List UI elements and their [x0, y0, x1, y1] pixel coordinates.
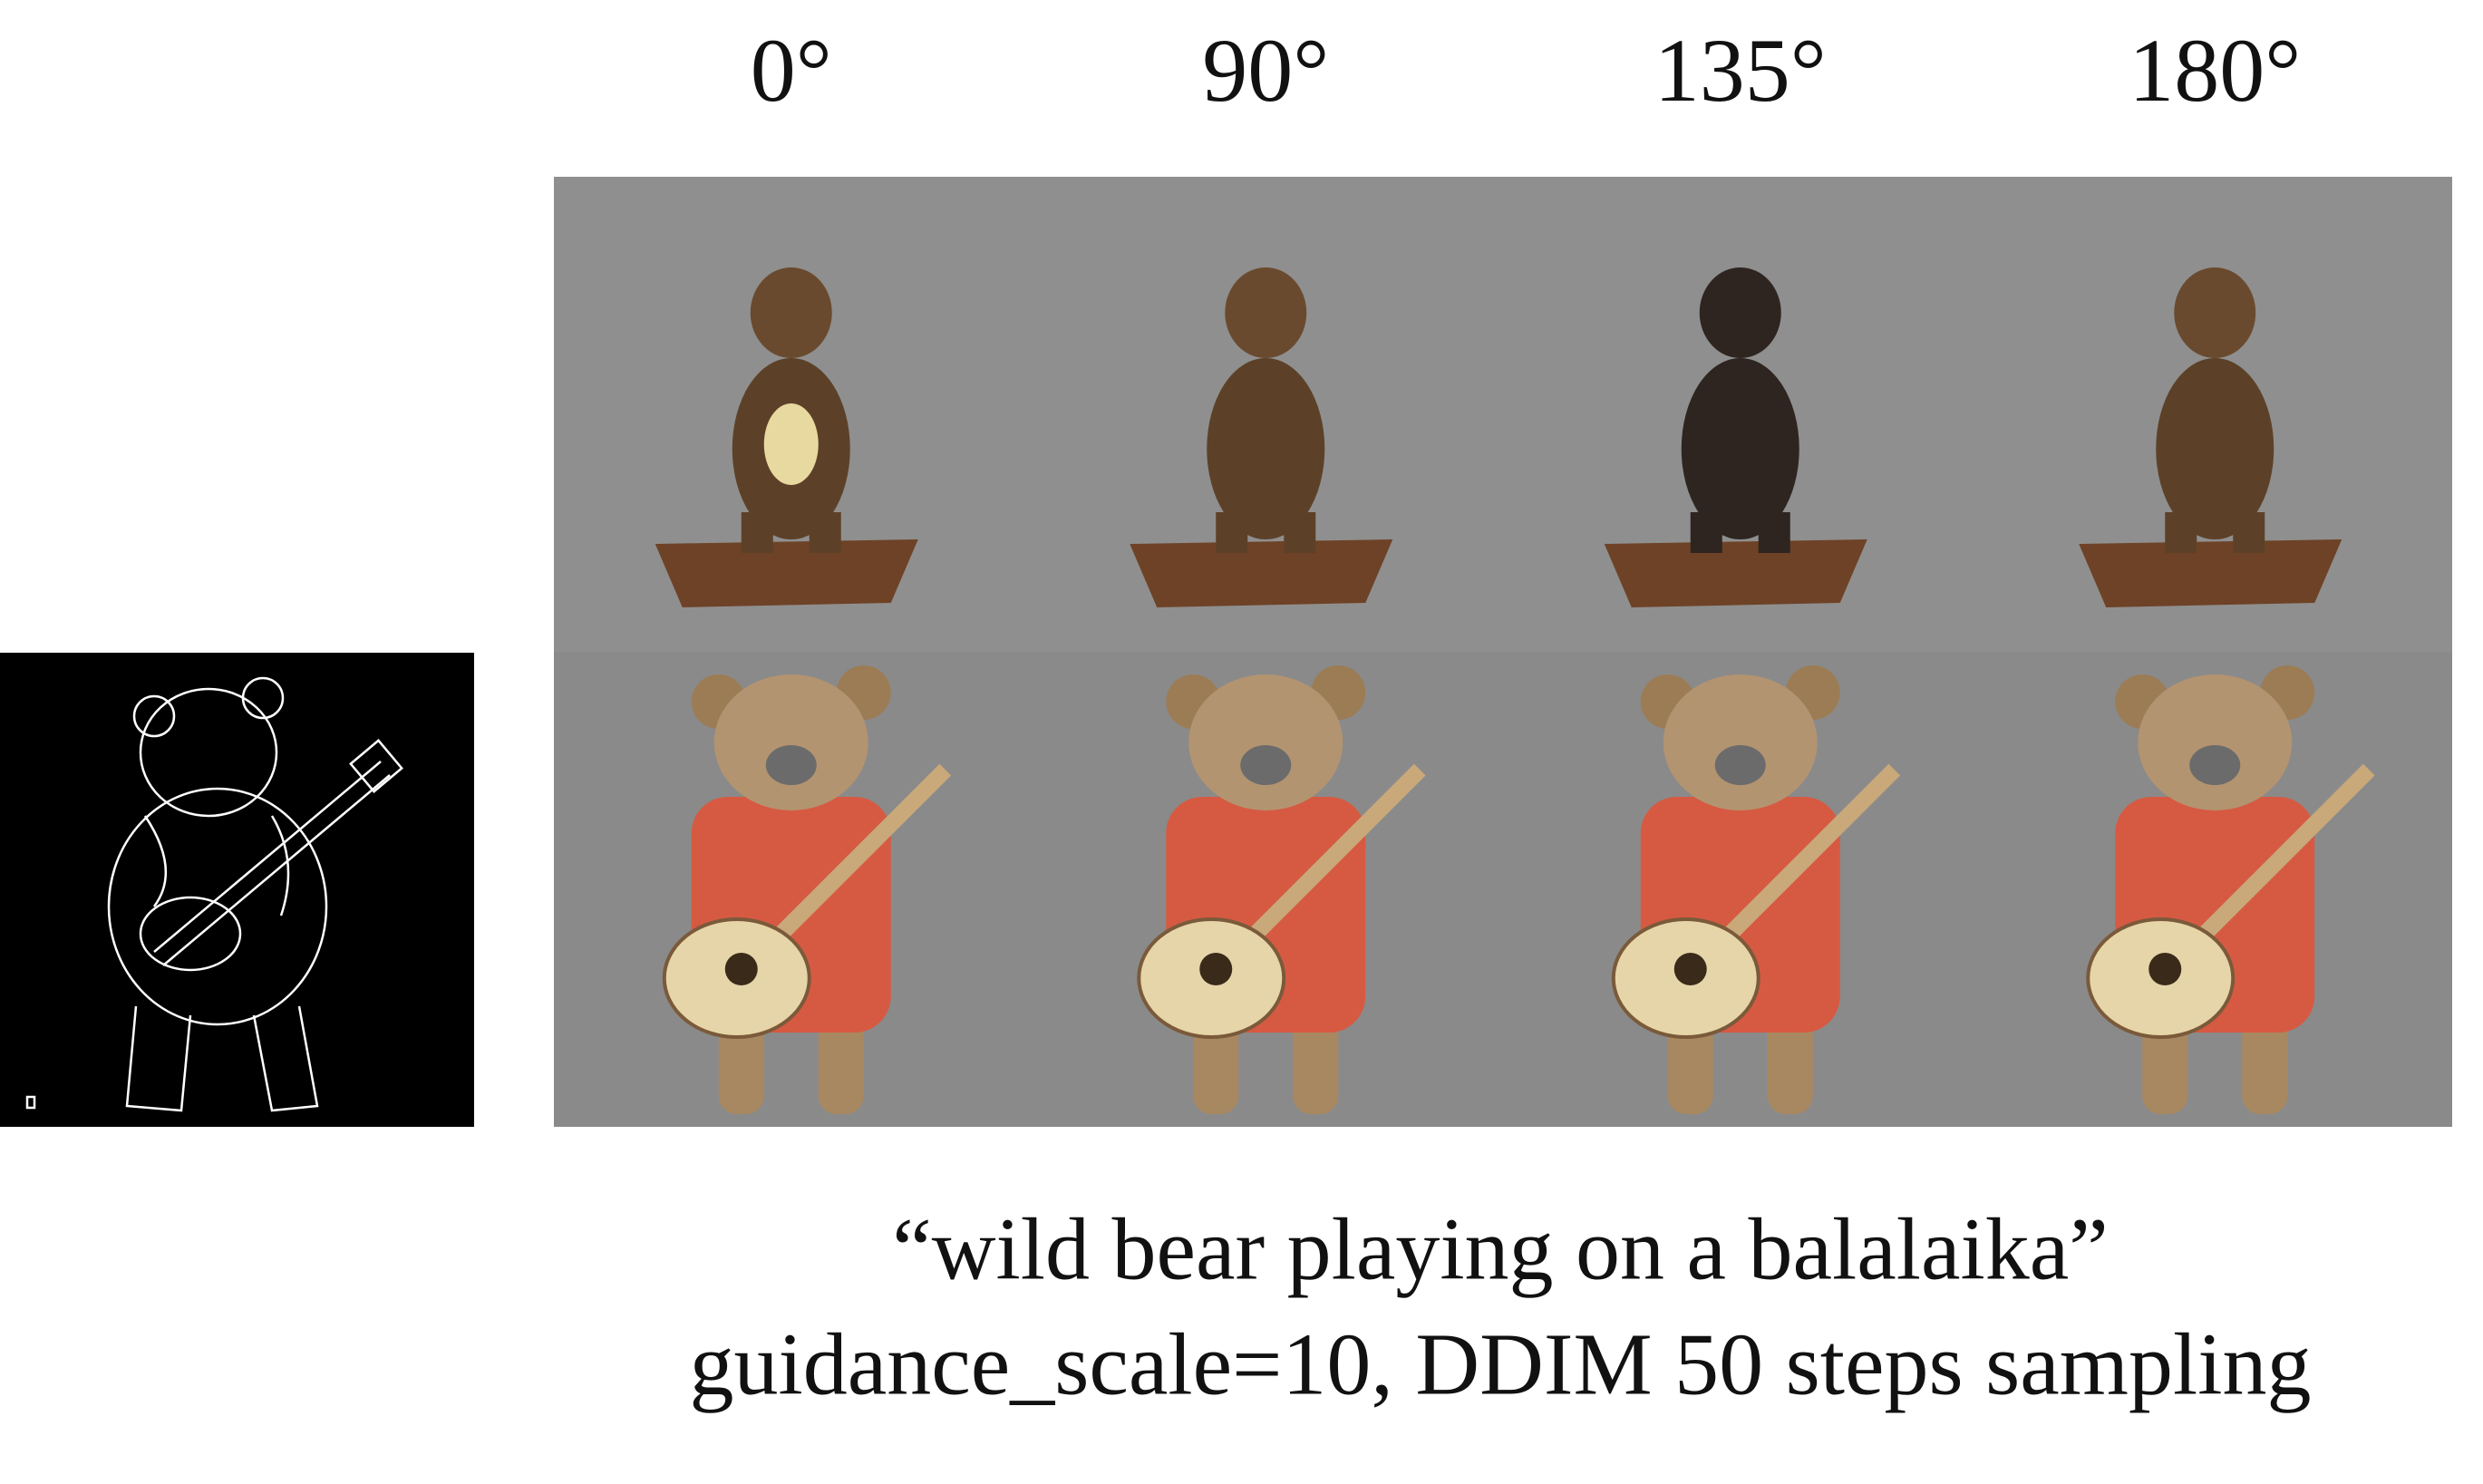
- bear-leg: [2233, 512, 2265, 553]
- bear-leg: [1216, 512, 1248, 553]
- bear-leg: [1293, 1014, 1339, 1114]
- bear-leg: [1758, 512, 1790, 553]
- bear-leg: [1284, 512, 1316, 553]
- bear-head: [713, 674, 868, 810]
- bear-leg: [741, 512, 773, 553]
- column-header: 180°: [2129, 20, 2301, 121]
- pedestal: [2079, 539, 2342, 607]
- column-headers: 0° 90° 135° 180°: [751, 20, 2302, 121]
- bear-figurine: [2079, 267, 2342, 607]
- teddy-bear: [1137, 665, 1426, 1114]
- caption-settings: guidance_scale=10, DDIM 50 steps samplin…: [690, 1315, 2312, 1413]
- pedestal: [1130, 539, 1393, 607]
- bear-figurine: [1130, 267, 1393, 607]
- teddy-bear: [2086, 665, 2375, 1114]
- bear-body: [1681, 358, 1799, 539]
- bear-body: [2156, 358, 2274, 539]
- bear-leg: [2165, 512, 2197, 553]
- sound-hole: [2148, 953, 2182, 985]
- bear-leg: [1193, 1014, 1239, 1114]
- bear-leg: [809, 512, 841, 553]
- snout: [1240, 745, 1292, 785]
- snout: [1714, 745, 1766, 785]
- bear-leg: [2242, 1014, 2288, 1114]
- balalaika-neck: [1698, 763, 1901, 966]
- bear-head: [2174, 267, 2256, 358]
- teddy-bear: [1611, 665, 1901, 1114]
- edge-map: [0, 653, 474, 1127]
- bear-leg: [1767, 1014, 1813, 1114]
- bear-head: [1663, 674, 1818, 810]
- bear-body: [1207, 358, 1325, 539]
- caption-prompt: “wild bear playing on a balalaika”: [892, 1200, 2108, 1298]
- balalaika: [763, 403, 819, 485]
- teddy-bear: [662, 665, 952, 1114]
- bear-leg: [718, 1014, 764, 1114]
- bear-figurine: [655, 267, 918, 607]
- balalaika-neck: [2172, 763, 2375, 966]
- snout: [2189, 745, 2241, 785]
- bear-head: [1188, 674, 1343, 810]
- bear-leg: [1667, 1014, 1713, 1114]
- bear-head: [1699, 267, 1781, 358]
- sound-hole: [1199, 953, 1233, 985]
- balalaika-neck: [1223, 763, 1426, 966]
- column-header: 0°: [751, 20, 832, 121]
- sound-hole: [1673, 953, 1707, 985]
- bear-figurine: [1604, 267, 1867, 607]
- bear-head: [750, 267, 832, 358]
- sound-hole: [724, 953, 758, 985]
- bear-head: [1225, 267, 1307, 358]
- result-grid: [554, 177, 2452, 1127]
- bear-leg: [2142, 1014, 2188, 1114]
- column-header: 135°: [1654, 20, 1827, 121]
- balalaika-neck: [749, 763, 952, 966]
- bear-head: [2138, 674, 2293, 810]
- snout: [765, 745, 817, 785]
- column-header: 90°: [1202, 20, 1329, 121]
- pedestal: [655, 539, 918, 607]
- pedestal: [1604, 539, 1867, 607]
- bear-leg: [1690, 512, 1722, 553]
- bear-leg: [818, 1014, 864, 1114]
